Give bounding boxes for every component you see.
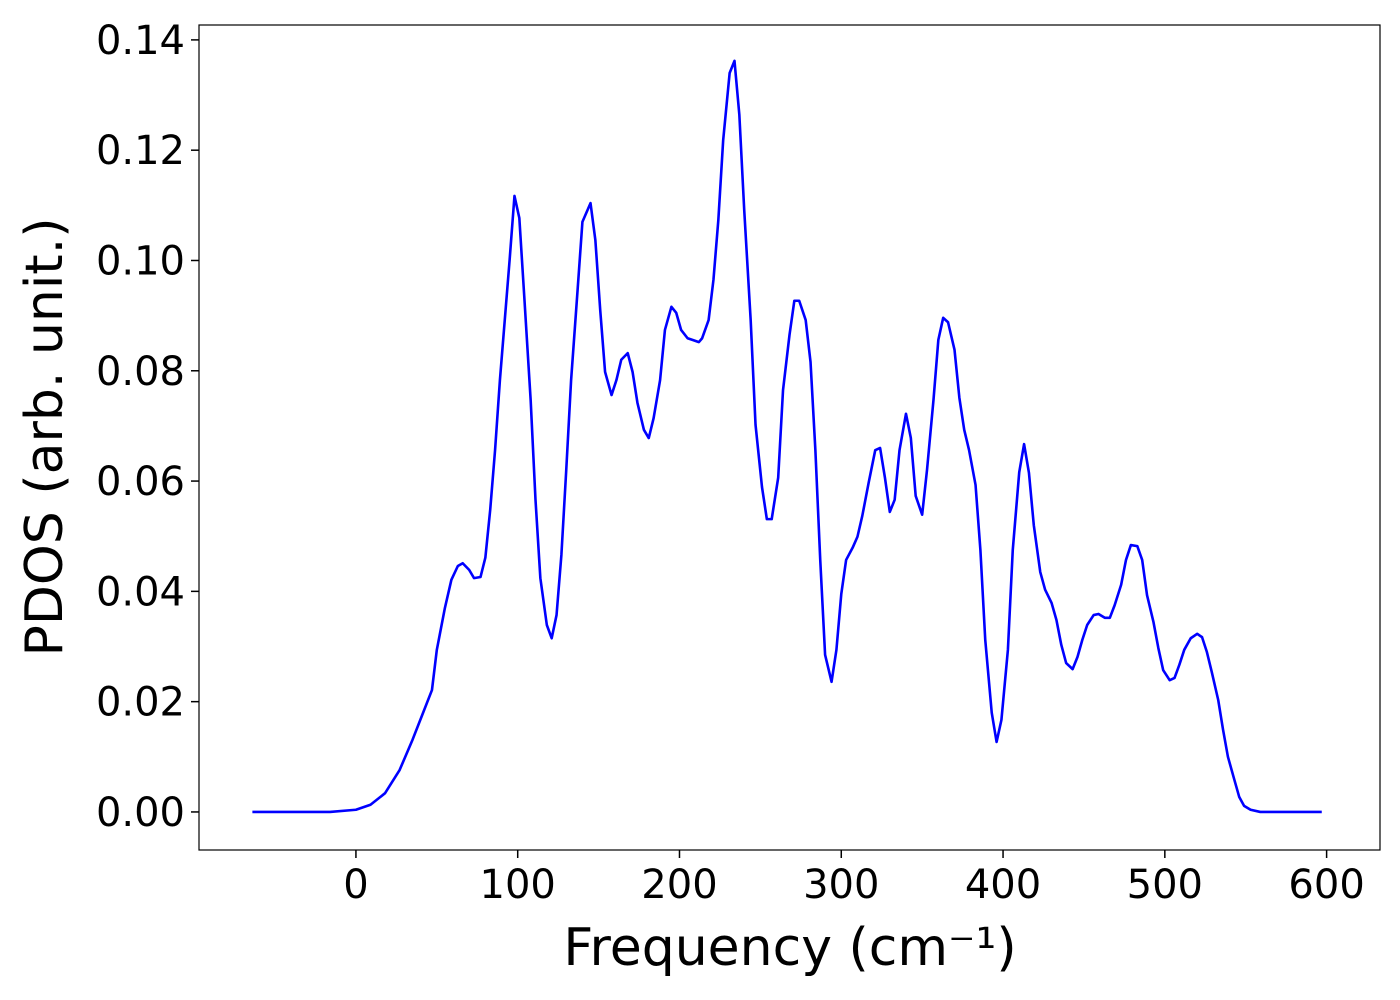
x-axis-label: Frequency (cm⁻¹): [563, 918, 1016, 978]
y-tick-label: 0.06: [96, 459, 185, 505]
y-tick-label: 0.04: [96, 569, 185, 615]
y-tick-label: 0.10: [96, 238, 185, 284]
y-axis-label: PDOS (arb. unit.): [15, 217, 75, 656]
y-tick-label: 0.14: [96, 18, 185, 64]
x-tick-label: 500: [1127, 862, 1203, 908]
x-tick-label: 400: [965, 862, 1041, 908]
y-tick-label: 0.02: [96, 680, 185, 726]
plot-frame: [198, 24, 1381, 851]
x-tick-label: 600: [1288, 862, 1364, 908]
x-tick-label: 0: [343, 862, 368, 908]
y-tick-label: 0.00: [96, 790, 185, 836]
y-tick-label: 0.08: [96, 349, 185, 395]
x-tick-label: 100: [480, 862, 556, 908]
y-tick-label: 0.12: [96, 128, 185, 174]
line-series: [252, 59, 1322, 814]
x-tick-label: 300: [803, 862, 879, 908]
x-tick-label: 200: [641, 862, 717, 908]
